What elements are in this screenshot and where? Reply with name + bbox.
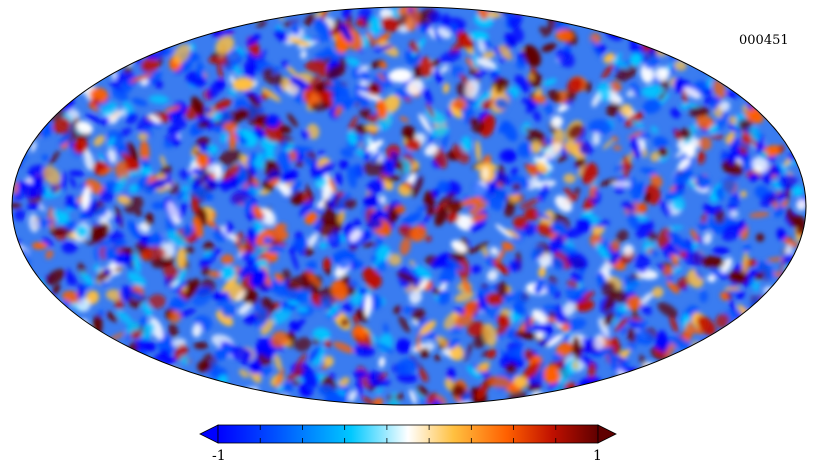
mollweide-map [11,6,807,406]
colorbar-max-label: 1 [593,448,602,464]
colorbar-ticks [259,425,557,443]
colorbar-high-arrow [597,424,617,444]
colorbar-low-arrow [199,424,219,444]
map-id-label: 000451 [739,33,789,48]
map-outline [11,6,807,406]
colorbar-min-label: -1 [212,448,226,464]
colorbar [199,424,617,444]
colorbar-gradient [217,424,599,444]
